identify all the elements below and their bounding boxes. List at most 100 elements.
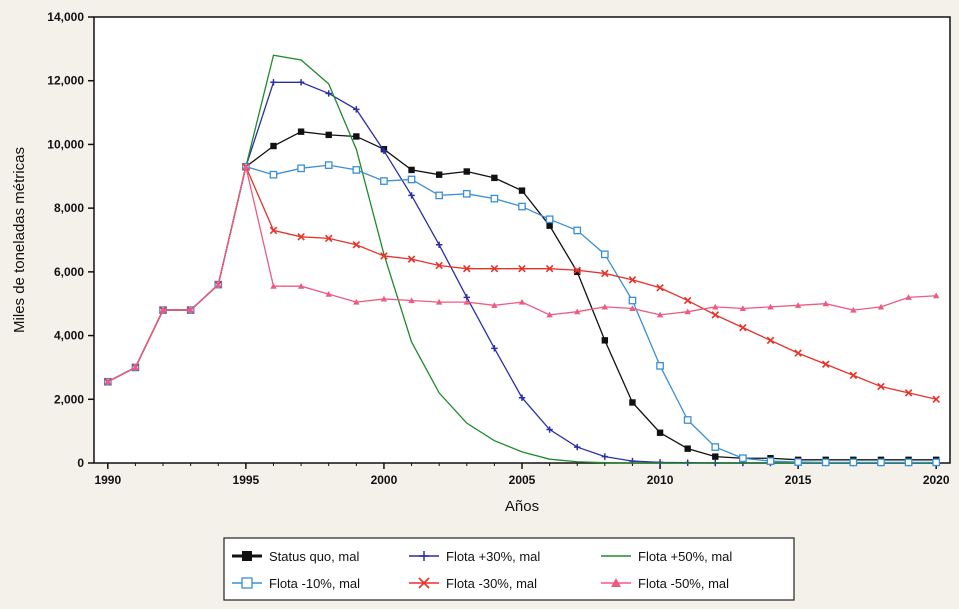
x-axis-title: Años [505, 498, 539, 515]
data-point [683, 416, 692, 424]
data-point [297, 79, 305, 86]
data-point [611, 578, 621, 587]
data-point [518, 187, 526, 194]
data-point [463, 168, 470, 175]
data-point [712, 453, 719, 460]
data-point [435, 241, 443, 248]
data-point [739, 305, 747, 312]
data-point [546, 311, 553, 318]
data-point [904, 458, 913, 467]
data-point [600, 250, 609, 259]
data-point [463, 298, 470, 305]
data-point [241, 577, 253, 589]
data-point [215, 281, 222, 288]
y-tick-label: 14,000 [47, 10, 84, 24]
series-line [104, 163, 940, 385]
y-tick-label: 10,000 [47, 137, 84, 151]
x-tick-label: 1990 [94, 473, 121, 487]
data-point [601, 303, 609, 310]
y-tick-label: 4,000 [54, 329, 84, 343]
legend-item: Flota -10%, mal [232, 576, 360, 591]
data-point [821, 360, 830, 369]
data-point [767, 303, 774, 310]
legend-label: Flota +30%, mal [446, 549, 540, 564]
data-point [380, 295, 388, 302]
data-point [766, 336, 775, 345]
data-point [463, 264, 471, 273]
data-point [574, 268, 581, 276]
data-point [353, 298, 360, 305]
legend-label: Flota -10%, mal [269, 576, 360, 591]
data-point [269, 170, 278, 179]
legend-item: Flota -50%, mal [601, 576, 729, 591]
data-point [297, 233, 305, 241]
data-point [574, 443, 581, 451]
data-point [270, 282, 277, 289]
legend-label: Flota -30%, mal [446, 576, 537, 591]
x-tick-label: 1995 [233, 473, 260, 487]
data-point [932, 292, 940, 299]
data-point [629, 399, 636, 406]
plot-area [93, 16, 951, 464]
data-point [518, 264, 526, 273]
data-point [462, 189, 471, 198]
data-point [325, 290, 332, 297]
legend-label: Status quo, mal [269, 549, 359, 564]
x-tick-label: 2010 [647, 473, 674, 487]
x-tick-label: 2000 [371, 473, 398, 487]
y-axis-title: Miles de toneladas métricas [11, 147, 28, 333]
data-point [684, 308, 691, 315]
data-point [794, 349, 802, 357]
data-point [573, 226, 582, 235]
y-axis: 0 2,000 4,000 6,000 8,000 10,000 12,000 14,000 [47, 10, 94, 470]
y-tick-label: 8,000 [54, 201, 84, 215]
data-point [849, 371, 858, 380]
legend-item: Flota +30%, mal [409, 549, 540, 564]
x-tick-label: 2015 [785, 473, 812, 487]
data-point [352, 166, 361, 174]
data-point [574, 308, 581, 315]
data-point [418, 577, 430, 589]
data-point [711, 311, 720, 319]
data-point [297, 164, 305, 173]
data-point [877, 303, 885, 310]
data-point [242, 551, 252, 561]
data-point [711, 443, 720, 451]
data-point [380, 252, 388, 260]
legend: Status quo, mal Flota +30%, mal Flota +50%… [223, 537, 795, 601]
data-point [419, 551, 429, 561]
data-point [546, 426, 553, 433]
data-point [573, 266, 581, 275]
data-point [325, 131, 332, 139]
data-point [435, 261, 443, 270]
data-point [849, 458, 858, 467]
data-point [491, 302, 498, 308]
data-point [601, 337, 609, 344]
y-tick-label: 6,000 [54, 265, 84, 279]
data-point [242, 163, 250, 170]
data-point [683, 296, 692, 305]
data-point [656, 311, 664, 318]
x-axis: 1990 1995 2000 2005 2010 2015 2020 [94, 463, 950, 487]
data-point [739, 323, 747, 332]
data-point [408, 192, 415, 199]
y-tick-label: 12,000 [47, 74, 84, 88]
data-point [408, 166, 415, 174]
y-tick-label: 0 [77, 456, 84, 470]
data-point [104, 378, 112, 385]
x-tick-label: 2005 [509, 473, 536, 487]
data-point [656, 361, 664, 370]
data-point [297, 282, 305, 289]
data-point [297, 128, 305, 135]
legend-item: Flota +50%, mal [601, 549, 732, 564]
data-point [545, 215, 554, 224]
data-point [932, 458, 941, 467]
data-point [435, 191, 444, 200]
data-point [490, 194, 499, 203]
data-point [269, 226, 278, 235]
data-point [408, 297, 415, 304]
x-tick-label: 2020 [923, 473, 950, 487]
data-point [159, 306, 167, 313]
